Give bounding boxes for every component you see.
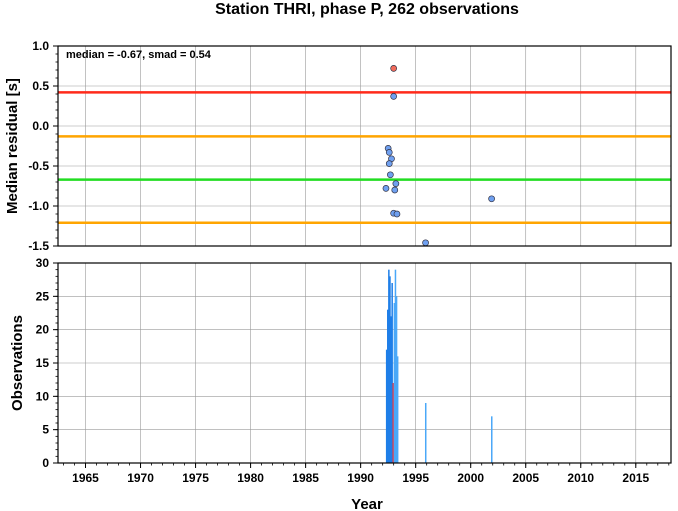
data-point xyxy=(385,160,393,167)
x-tick-label: 1980 xyxy=(237,471,264,485)
x-tick-label: 1975 xyxy=(182,471,209,485)
bottom-y-tick-label: 25 xyxy=(36,289,50,303)
top-y-tick-label: -1.5 xyxy=(28,239,49,253)
data-point xyxy=(392,180,400,187)
bottom-panel: 0 5 10 15 20 25 30 Observations xyxy=(9,256,672,470)
x-tick-label: 2005 xyxy=(512,471,539,485)
data-point xyxy=(488,195,495,203)
observation-bar xyxy=(396,356,399,463)
bottom-y-tick-label: 15 xyxy=(36,356,50,370)
x-tick-label: 2010 xyxy=(567,471,594,485)
x-tick-label: 2000 xyxy=(457,471,484,485)
observation-bar xyxy=(393,303,396,463)
observation-bar xyxy=(395,296,398,463)
x-tick-label: 1965 xyxy=(72,471,99,485)
top-panel-frame xyxy=(57,45,672,247)
x-tick-label: 1990 xyxy=(347,471,374,485)
bottom-y-axis-label: Observations xyxy=(9,315,26,411)
observation-bar xyxy=(394,269,397,463)
x-tick-label: 1970 xyxy=(127,471,154,485)
top-y-tick-label: 0.5 xyxy=(32,79,49,93)
top-y-tick-label: 1.0 xyxy=(32,39,49,53)
observation-bar xyxy=(385,349,388,463)
observation-bar xyxy=(388,269,390,463)
stats-annotation: median = -0.67, smad = 0.54 xyxy=(66,49,212,61)
data-point xyxy=(387,171,394,179)
data-point xyxy=(390,93,398,100)
x-tick-label: 2015 xyxy=(622,471,649,485)
top-y-tick-label: 0.0 xyxy=(32,119,49,133)
bottom-y-tick-label: 10 xyxy=(36,389,50,403)
x-tick-label: 1995 xyxy=(402,471,429,485)
bottom-y-tick-label: 30 xyxy=(36,256,50,270)
bottom-y-tick-label: 5 xyxy=(42,423,49,437)
bottom-y-tick-label: 20 xyxy=(36,323,50,337)
top-y-axis-label: Median residual [s] xyxy=(4,78,21,214)
observation-bar xyxy=(424,403,427,463)
x-axis-label: Year xyxy=(351,496,383,511)
data-point xyxy=(390,65,398,72)
observation-bar xyxy=(390,316,392,463)
data-point xyxy=(385,149,393,156)
top-y-tick-label: -0.5 xyxy=(28,159,49,173)
observation-bar xyxy=(387,309,389,463)
observation-bar xyxy=(392,383,395,463)
data-point xyxy=(422,239,429,247)
x-tick-label: 1985 xyxy=(292,471,319,485)
data-point xyxy=(382,185,390,192)
observation-bar xyxy=(389,276,391,463)
observation-bar xyxy=(391,283,393,463)
chart-title: Station THRI, phase P, 262 observations xyxy=(215,1,519,18)
observation-bar xyxy=(491,416,493,463)
top-y-tick-label: -1.0 xyxy=(28,199,49,213)
bottom-y-tick-label: 0 xyxy=(42,456,49,470)
top-panel: 1.0 0.5 0.0 -0.5 -1.0 -1.5 median = -0.67, sm… xyxy=(4,39,672,253)
data-point xyxy=(391,186,399,194)
data-point xyxy=(393,210,401,218)
